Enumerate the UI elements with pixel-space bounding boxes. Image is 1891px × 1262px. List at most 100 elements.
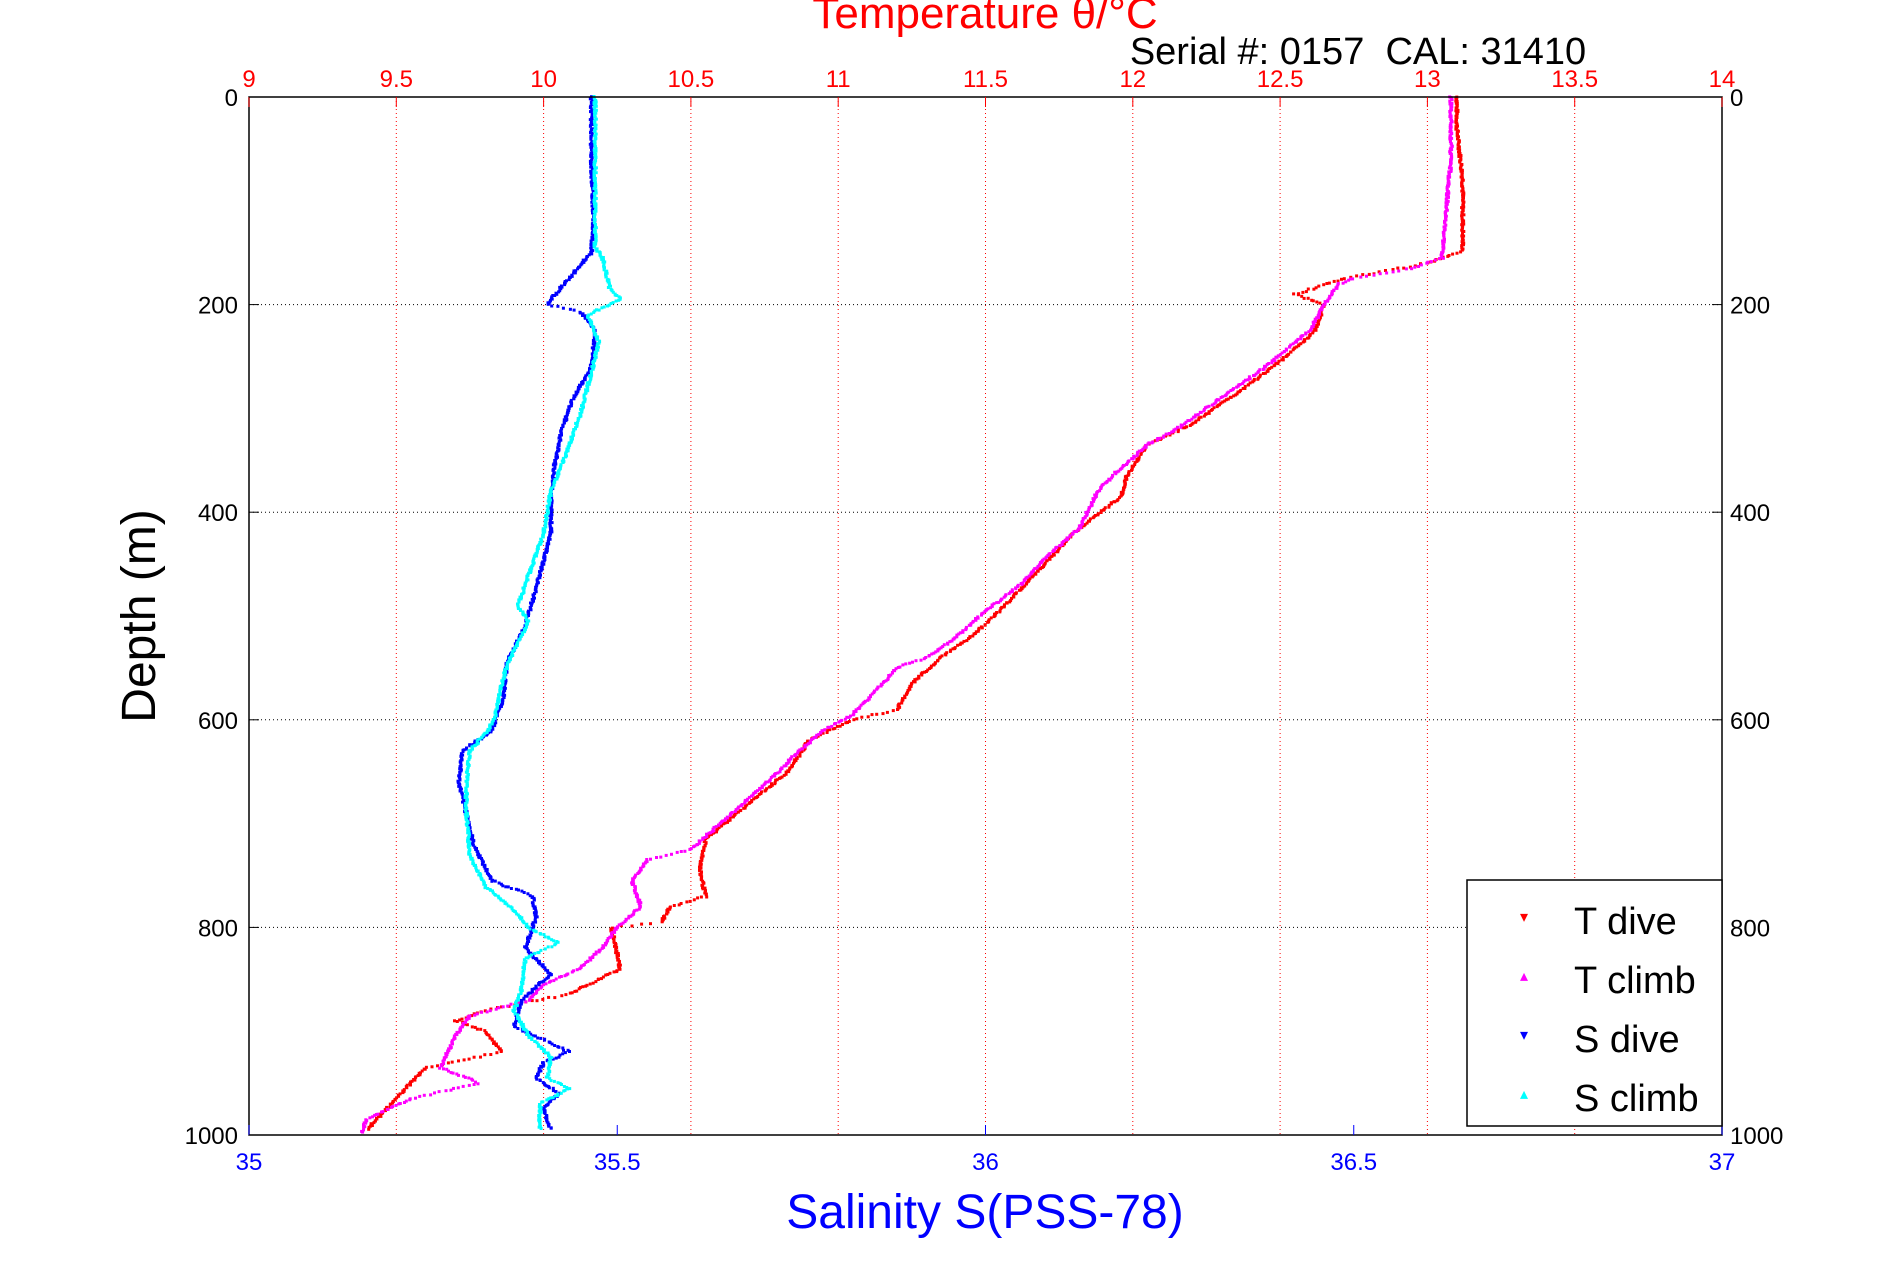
data-point (1044, 556, 1048, 560)
data-point (506, 885, 510, 889)
data-point (1330, 293, 1334, 297)
data-point (1306, 287, 1310, 291)
data-point (703, 836, 707, 839)
data-point (1361, 273, 1365, 277)
data-point (1456, 137, 1459, 141)
data-point (369, 1122, 373, 1126)
data-point (573, 989, 577, 993)
data-point (602, 268, 606, 272)
depth-tick-label-right: 0 (1730, 85, 1743, 112)
data-point (535, 578, 539, 582)
data-point (515, 1018, 519, 1022)
data-point (465, 824, 469, 828)
data-point (531, 593, 535, 597)
data-point (1300, 294, 1304, 298)
data-point (1122, 479, 1126, 483)
data-point (1107, 503, 1111, 507)
data-point (449, 1071, 453, 1075)
data-point (441, 1059, 445, 1063)
data-point (1425, 261, 1429, 265)
data-point (1273, 359, 1277, 363)
data-point (529, 608, 533, 612)
data-point (468, 852, 472, 856)
data-point (1446, 194, 1450, 198)
data-point (460, 792, 464, 796)
data-point (1438, 257, 1441, 261)
data-point (787, 770, 791, 774)
data-point (458, 1018, 462, 1022)
data-point (645, 858, 649, 861)
data-point (1265, 370, 1269, 374)
data-point (872, 691, 876, 695)
data-point (542, 933, 546, 937)
data-point (908, 684, 912, 688)
data-point (588, 982, 592, 986)
data-point (455, 1072, 459, 1076)
data-point (898, 665, 902, 669)
temperature-tick-label: 9.5 (380, 66, 413, 93)
data-point (879, 684, 883, 688)
data-point (522, 921, 526, 925)
data-point (500, 703, 503, 707)
data-point (583, 314, 587, 318)
data-point (469, 831, 473, 835)
data-point (594, 952, 598, 956)
data-point (866, 715, 870, 719)
data-point (870, 713, 874, 717)
data-point (557, 440, 561, 444)
data-point (528, 998, 531, 1002)
data-point (556, 304, 560, 308)
data-point (550, 513, 554, 517)
data-point (534, 590, 538, 594)
data-point (638, 898, 642, 902)
data-point (502, 675, 506, 679)
data-point (576, 418, 580, 422)
data-point (521, 1029, 525, 1033)
data-point (539, 1036, 543, 1040)
data-point (798, 754, 802, 758)
data-point (362, 1123, 365, 1127)
data-point (482, 882, 486, 886)
data-point (504, 885, 508, 889)
salinity-tick-label: 37 (1709, 1149, 1736, 1176)
data-point (977, 628, 981, 631)
data-point (598, 253, 602, 257)
data-point (980, 613, 983, 617)
data-point (534, 920, 538, 924)
data-point (1063, 538, 1067, 542)
data-point (1100, 483, 1104, 487)
data-point (621, 921, 625, 925)
data-point (578, 415, 582, 419)
data-point (491, 889, 494, 893)
data-point (726, 816, 730, 820)
data-point (534, 991, 538, 995)
data-point (515, 1004, 519, 1008)
data-point (1442, 237, 1446, 241)
data-point (524, 956, 528, 960)
data-point (1027, 574, 1031, 578)
data-point (798, 752, 802, 756)
data-point (595, 249, 599, 253)
data-point (815, 733, 819, 737)
data-point (549, 1096, 553, 1100)
data-point (1445, 186, 1449, 190)
data-point (549, 1061, 553, 1065)
data-point (495, 1051, 499, 1055)
data-point (496, 894, 500, 898)
data-point (457, 1073, 460, 1077)
data-point (1310, 325, 1314, 329)
data-point (805, 743, 809, 747)
data-point (503, 693, 507, 697)
data-point (466, 760, 470, 764)
data-point (951, 637, 955, 641)
data-point (1317, 322, 1320, 326)
data-point (793, 754, 797, 758)
data-point (545, 1059, 549, 1063)
data-point (903, 696, 907, 700)
data-point (837, 720, 841, 724)
data-point (1323, 300, 1327, 304)
data-point (531, 1034, 535, 1038)
data-point (1192, 415, 1196, 419)
data-point (522, 961, 526, 965)
data-point (497, 896, 501, 900)
